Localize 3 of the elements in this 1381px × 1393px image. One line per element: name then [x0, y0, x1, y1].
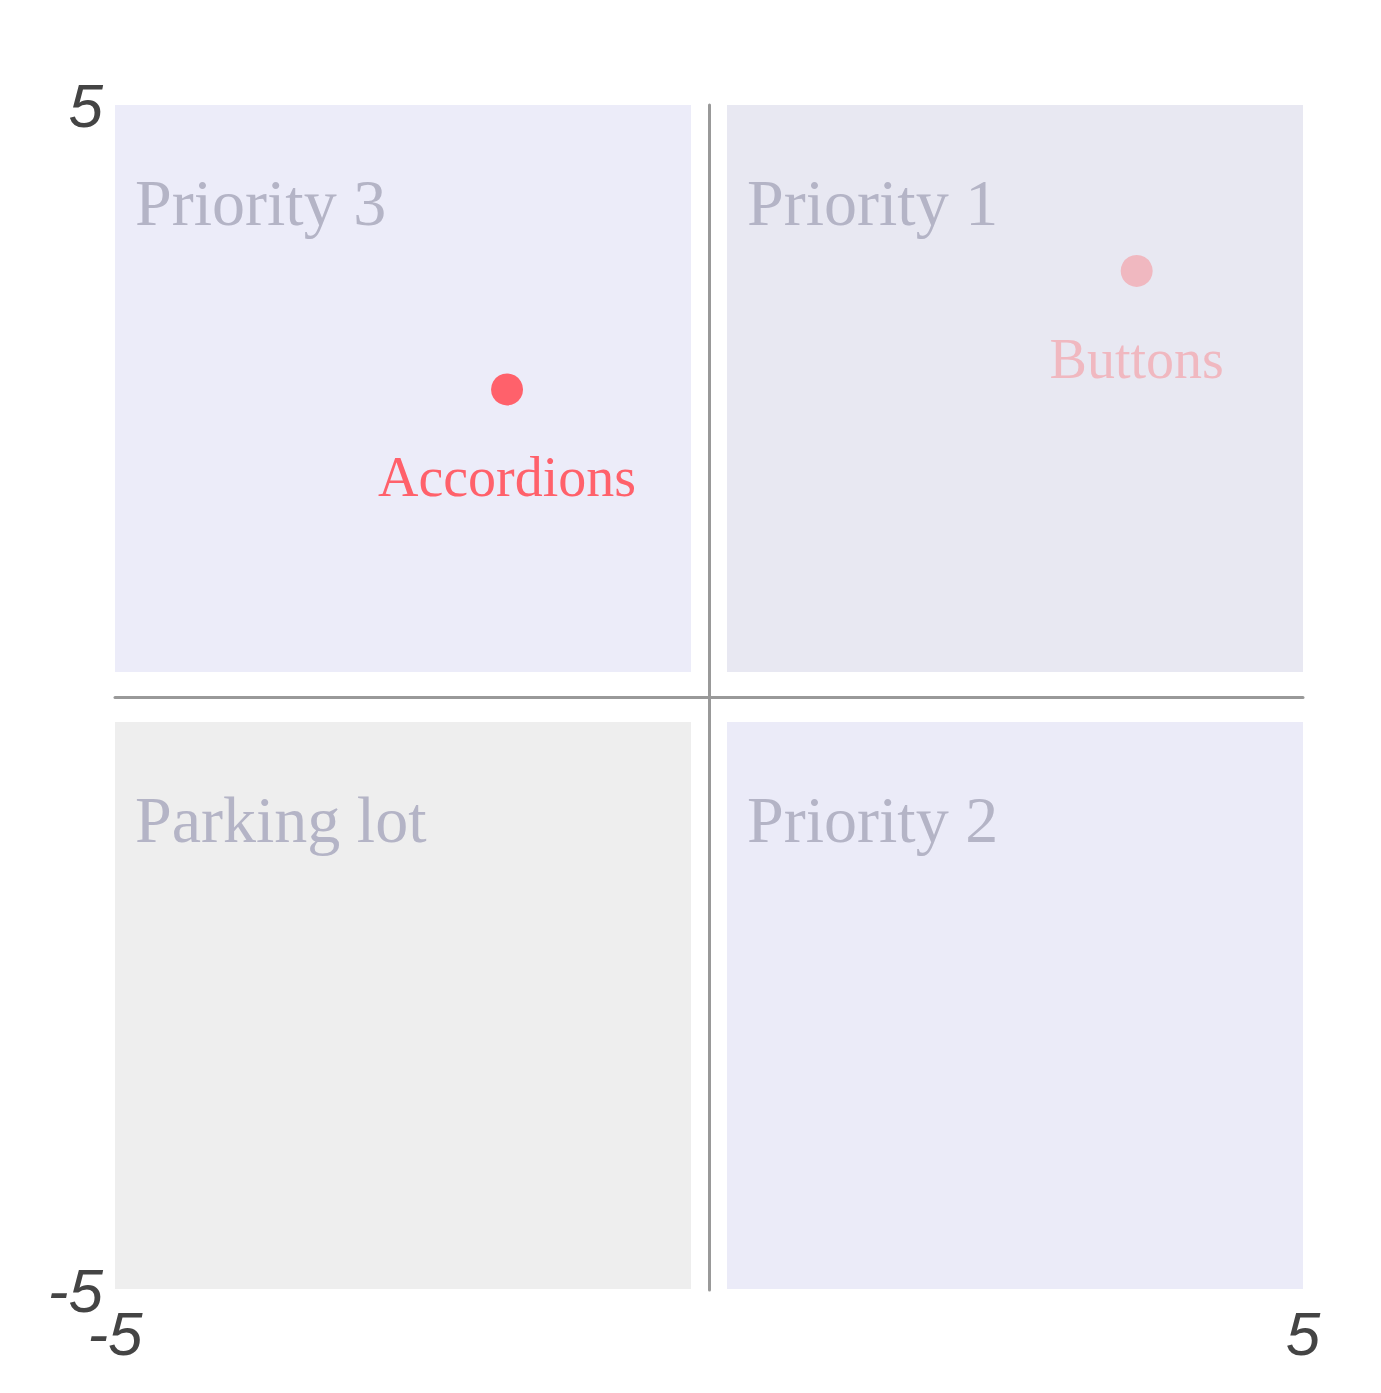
annotation: Priority 3 — [135, 165, 387, 241]
annotation: Parking lot — [135, 782, 427, 858]
series-label: Accordions — [377, 446, 637, 509]
